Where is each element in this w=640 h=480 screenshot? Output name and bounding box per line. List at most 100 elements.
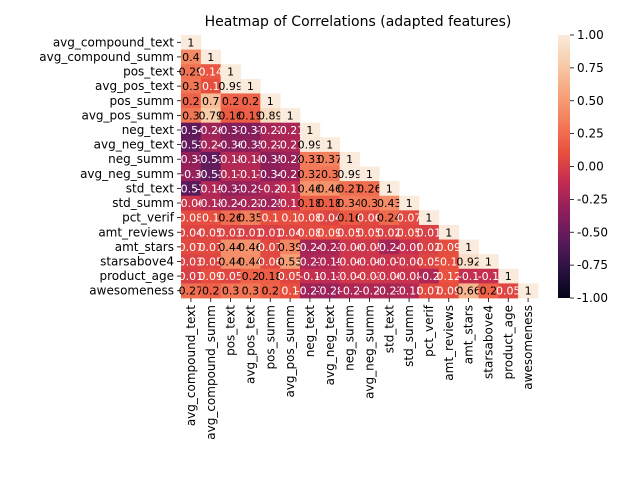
heatmap-cell: [240, 137, 261, 153]
heatmap-cell: [478, 268, 499, 284]
cell-value-label: 0.3: [321, 168, 339, 181]
heatmap-cell: [240, 268, 261, 284]
heatmap-cell: [260, 108, 281, 124]
heatmap-cell: [240, 283, 261, 299]
cell-value-label: 0.1: [440, 255, 458, 268]
heatmap-cell: [339, 166, 360, 182]
heatmap-cell: [240, 224, 261, 240]
cell-value-label: 0.04: [278, 226, 303, 239]
x-tick-label: product_age: [501, 305, 515, 380]
heatmap-cell: [220, 195, 241, 211]
heatmap-cell: [260, 195, 281, 211]
heatmap-cell: [200, 210, 222, 226]
cell-value-label: 0.06: [357, 212, 382, 225]
y-tick-label: awesomeness: [89, 284, 174, 298]
cell-value-label: -0.1: [478, 270, 499, 283]
heatmap-cell: [220, 137, 241, 153]
cell-value-label: -0.13: [316, 270, 344, 283]
heatmap-cell: [359, 268, 380, 284]
heatmap-cell: [319, 224, 341, 240]
x-tick-label: avg_pos_summ: [283, 305, 297, 398]
cell-value-label: 0.02: [417, 241, 442, 254]
cell-value-label: -0.04: [335, 270, 363, 283]
heatmap-cell: [458, 283, 479, 299]
cell-value-label: 0.99: [218, 80, 243, 93]
heatmap-cell: [300, 137, 321, 153]
cell-value-label: 1: [425, 212, 432, 225]
heatmap-cell: [339, 283, 360, 299]
y-tick-label: avg_pos_summ: [81, 108, 174, 122]
heatmap-cell: [319, 137, 341, 153]
cell-value-label: 0.01: [258, 226, 283, 239]
y-tick-label: amt_stars: [115, 240, 174, 254]
heatmap-cell: [220, 151, 241, 167]
heatmap-cell: [181, 210, 202, 226]
y-tick-label: avg_neg_text: [94, 138, 175, 152]
heatmap-cell: [200, 49, 222, 65]
cell-value-label: 0.03: [179, 255, 204, 268]
cell-value-label: -0.05: [355, 241, 383, 254]
heatmap-cell: [220, 78, 241, 94]
cell-value-label: 0.2: [262, 285, 280, 298]
cell-value-label: 0.05: [218, 270, 243, 283]
heatmap-cell: [260, 283, 281, 299]
cell-value-label: 1: [386, 182, 393, 195]
heatmap-cell: [379, 239, 400, 255]
y-tick-label: avg_pos_text: [95, 79, 174, 93]
cell-value-label: 0.01: [417, 226, 442, 239]
cell-value-label: 0.44: [238, 255, 263, 268]
x-tick-label: std_summ: [402, 305, 416, 367]
heatmap-cell: [419, 239, 440, 255]
x-axis-labels: avg_compound_text avg_compound_summ pos_te…: [184, 298, 535, 440]
heatmap-cell: [200, 108, 222, 124]
y-tick-label: neg_summ: [108, 152, 174, 166]
x-tick-label: amt_stars: [462, 305, 476, 364]
heatmap-cell: [260, 268, 281, 284]
colorbar: [558, 35, 570, 298]
cell-value-label: 0.7: [202, 95, 220, 108]
heatmap-cell: [419, 210, 440, 226]
heatmap-cell: [339, 210, 360, 226]
heatmap-cell: [260, 181, 281, 197]
heatmap-cell: [240, 78, 261, 94]
cell-value-label: 1: [287, 109, 294, 122]
heatmap-cell: [300, 122, 321, 138]
heatmap-cell: [419, 283, 440, 299]
cell-value-label: 1: [326, 139, 333, 152]
heatmap-cell: [260, 122, 281, 138]
heatmap-cell: [300, 181, 321, 197]
heatmap-cell: [240, 254, 261, 270]
heatmap-cell: [280, 108, 301, 124]
heatmap-cell: [359, 195, 380, 211]
cell-value-label: -0.19: [197, 182, 225, 195]
cell-value-label: 0.39: [278, 241, 303, 254]
heatmap-cell: [260, 224, 281, 240]
heatmap-cell: [280, 283, 301, 299]
heatmap-cell: [498, 268, 519, 284]
cell-value-label: -0.34: [256, 168, 284, 181]
cell-value-label: 0.24: [377, 212, 402, 225]
heatmap-cell: [379, 195, 400, 211]
cell-value-label: 0.89: [258, 109, 283, 122]
heatmap-cell: [200, 122, 222, 138]
heatmap-cell: [220, 108, 241, 124]
cell-value-label: 0.99: [298, 139, 323, 152]
heatmap-cell: [339, 239, 360, 255]
heatmap-cell: [181, 122, 202, 138]
heatmap-cell: [240, 210, 261, 226]
heatmap-cell: [260, 254, 281, 270]
heatmap-cell: [181, 166, 202, 182]
heatmap-cell: [300, 268, 321, 284]
heatmap-cell: [478, 283, 499, 299]
heatmap-cell: [181, 224, 202, 240]
heatmap-cell: [438, 254, 460, 270]
heatmap-cell: [260, 239, 281, 255]
heatmap-cell: [260, 151, 281, 167]
heatmap-cell: [181, 254, 202, 270]
cell-value-label: 0.03: [218, 226, 243, 239]
cell-value-label: 0.08: [298, 212, 323, 225]
cell-value-label: 0.99: [337, 168, 362, 181]
heatmap-cell: [240, 166, 261, 182]
heatmap-cell: [319, 195, 341, 211]
